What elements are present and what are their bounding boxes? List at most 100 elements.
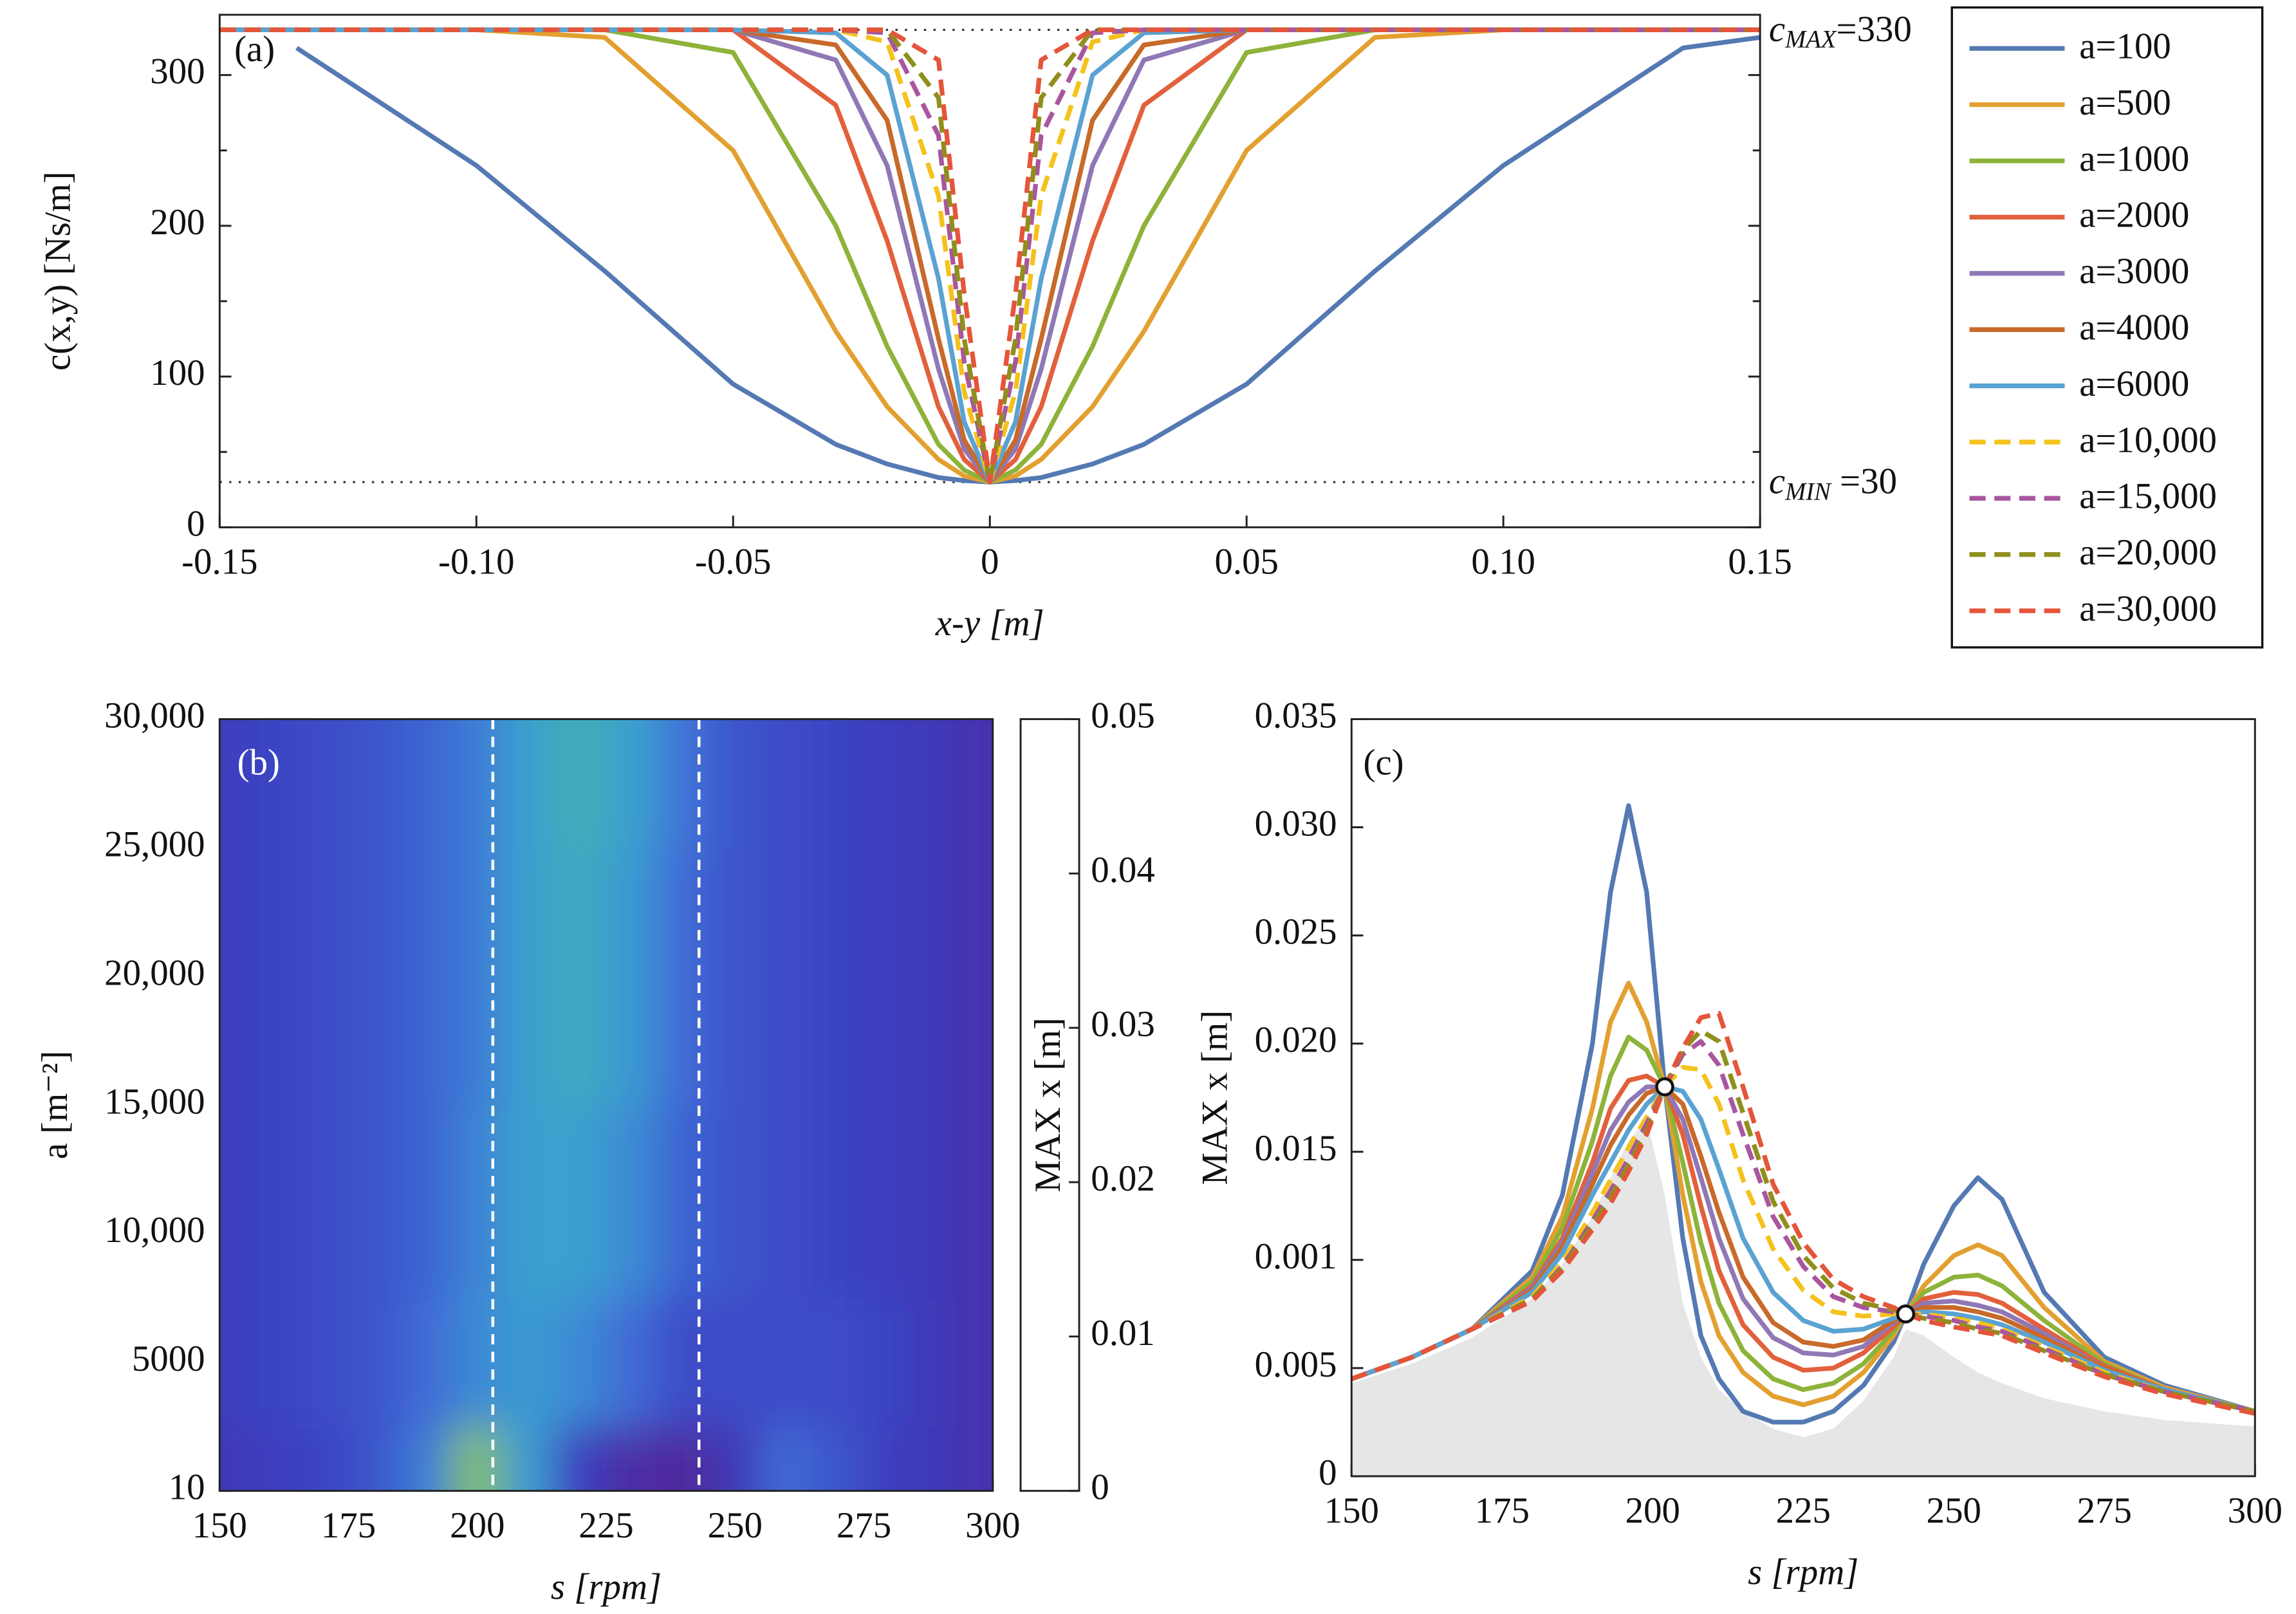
- heatmap-cell: [966, 1104, 993, 1299]
- series-line: [1351, 1084, 2255, 1414]
- y-tick-label: 200: [150, 202, 205, 243]
- heatmap-cell: [502, 1104, 556, 1299]
- series-line: [219, 27, 1761, 485]
- colorbar-tick-label: 0.01: [1091, 1313, 1155, 1353]
- heatmap-cell: [219, 719, 246, 849]
- x-tick-label: 0.05: [1214, 542, 1279, 582]
- series-line: [219, 27, 1761, 485]
- series-line: [1351, 1084, 2255, 1414]
- heatmap-cell: [399, 1297, 452, 1428]
- series-line: [219, 27, 1761, 485]
- y-tick-label: 20,000: [104, 952, 205, 993]
- annotation: cMIN =30: [1769, 461, 1897, 505]
- heatmap-cell: [605, 1425, 659, 1491]
- colorbar-label: MAX x [m]: [1028, 1017, 1068, 1192]
- heatmap-cell: [811, 847, 865, 1106]
- heatmap-cell: [296, 1425, 349, 1491]
- heatmap-cell: [966, 719, 993, 849]
- heatmap-cell: [966, 1297, 993, 1428]
- colorbar-tick-label: 0: [1091, 1467, 1109, 1508]
- heatmap-cell: [347, 1104, 401, 1299]
- heatmap-cell: [760, 1297, 813, 1428]
- x-tick-label: -0.15: [181, 542, 257, 582]
- y-tick-label: 0.035: [1255, 696, 1337, 736]
- shaded-area: [1351, 1119, 2255, 1476]
- panel-label: (a): [234, 29, 275, 70]
- plot-frame: [1350, 718, 2256, 1478]
- y-tick-label: 0.005: [1255, 1344, 1337, 1385]
- heatmap-cell: [502, 1425, 556, 1491]
- series-line: [1351, 1084, 2255, 1414]
- heatmap-cell: [296, 719, 349, 849]
- heatmap-cell: [399, 1104, 452, 1299]
- heatmap-cell: [553, 1297, 607, 1428]
- x-tick-label: 250: [708, 1505, 763, 1546]
- x-tick-label: 300: [965, 1505, 1020, 1546]
- series-line: [1351, 1064, 2255, 1414]
- plot-frame: [218, 718, 994, 1492]
- series-line: [1351, 1034, 2255, 1414]
- series-line: [1351, 980, 2255, 1414]
- heatmap-cell: [245, 1425, 298, 1491]
- panel-label: (b): [237, 742, 280, 783]
- legend-label: a=30,000: [2079, 588, 2217, 629]
- heatmap-cell: [296, 1104, 349, 1299]
- x-tick-label: 250: [1927, 1490, 1981, 1531]
- heatmap-cell: [914, 847, 968, 1106]
- heatmap-cell: [863, 847, 916, 1106]
- heatmap-cell: [914, 1425, 968, 1491]
- heatmap-cell: [450, 1425, 505, 1491]
- legend-label: a=4000: [2079, 308, 2189, 348]
- x-tick-label: 200: [1625, 1490, 1680, 1531]
- x-axis-label: s [rpm]: [551, 1566, 662, 1607]
- legend-label: a=2000: [2079, 195, 2189, 236]
- heatmap-cell: [966, 1425, 993, 1491]
- heatmap-cell: [914, 719, 968, 849]
- legend-label: a=15,000: [2079, 476, 2217, 517]
- heatmap-cell: [219, 847, 246, 1106]
- series-line: [219, 27, 1761, 485]
- heatmap-cell: [657, 1297, 710, 1428]
- x-tick-label: 0.10: [1471, 542, 1535, 582]
- series-line: [1351, 803, 2255, 1425]
- heatmap-cell: [553, 1104, 607, 1299]
- heatmap-cell: [863, 1104, 916, 1299]
- annotation-symbol: c: [1769, 9, 1785, 50]
- heatmap-cell: [347, 1425, 401, 1491]
- series-line: [219, 27, 1761, 485]
- y-axis-label: a [m⁻²]: [35, 1051, 75, 1160]
- y-tick-label: 300: [150, 51, 205, 92]
- heatmap-cell: [553, 1425, 607, 1491]
- heatmap-cell: [450, 1104, 505, 1299]
- heatmap-cell: [553, 719, 607, 849]
- heatmap-cell: [708, 1297, 762, 1428]
- legend: a=100 a=500 a=1000 a=2000 a=3000 a=4000 a=6000…: [1950, 6, 2264, 649]
- heatmap-cell: [450, 719, 505, 849]
- series-line: [219, 27, 1761, 485]
- heatmap: [219, 719, 993, 1491]
- heatmap-cell: [811, 1104, 865, 1299]
- x-tick-label: 225: [1776, 1490, 1831, 1531]
- heatmap-cell: [811, 1425, 865, 1491]
- heatmap-cell: [605, 1104, 659, 1299]
- heatmap-cell: [399, 847, 452, 1106]
- x-tick-label: 225: [579, 1505, 633, 1546]
- y-tick-label: 30,000: [104, 696, 205, 736]
- marker: [1655, 1077, 1674, 1097]
- x-tick-label: -0.05: [695, 542, 771, 582]
- heatmap-cell: [245, 847, 298, 1106]
- heatmap-cell: [657, 847, 710, 1106]
- y-tick-label: 25,000: [104, 824, 205, 864]
- series-line: [219, 27, 1761, 485]
- colorbar-tick-label: 0.02: [1091, 1158, 1155, 1199]
- annotation-subscript: MIN: [1784, 478, 1832, 505]
- heatmap-cell: [347, 1297, 401, 1428]
- y-tick-label: 0.030: [1255, 804, 1337, 844]
- heatmap-cell: [296, 847, 349, 1106]
- x-axis-label: s [rpm]: [1748, 1552, 1858, 1593]
- series-line: [1351, 1010, 2255, 1416]
- x-tick-label: 300: [2228, 1490, 2282, 1531]
- heatmap-cell: [863, 719, 916, 849]
- annotation: cMAX=330: [1769, 9, 1912, 53]
